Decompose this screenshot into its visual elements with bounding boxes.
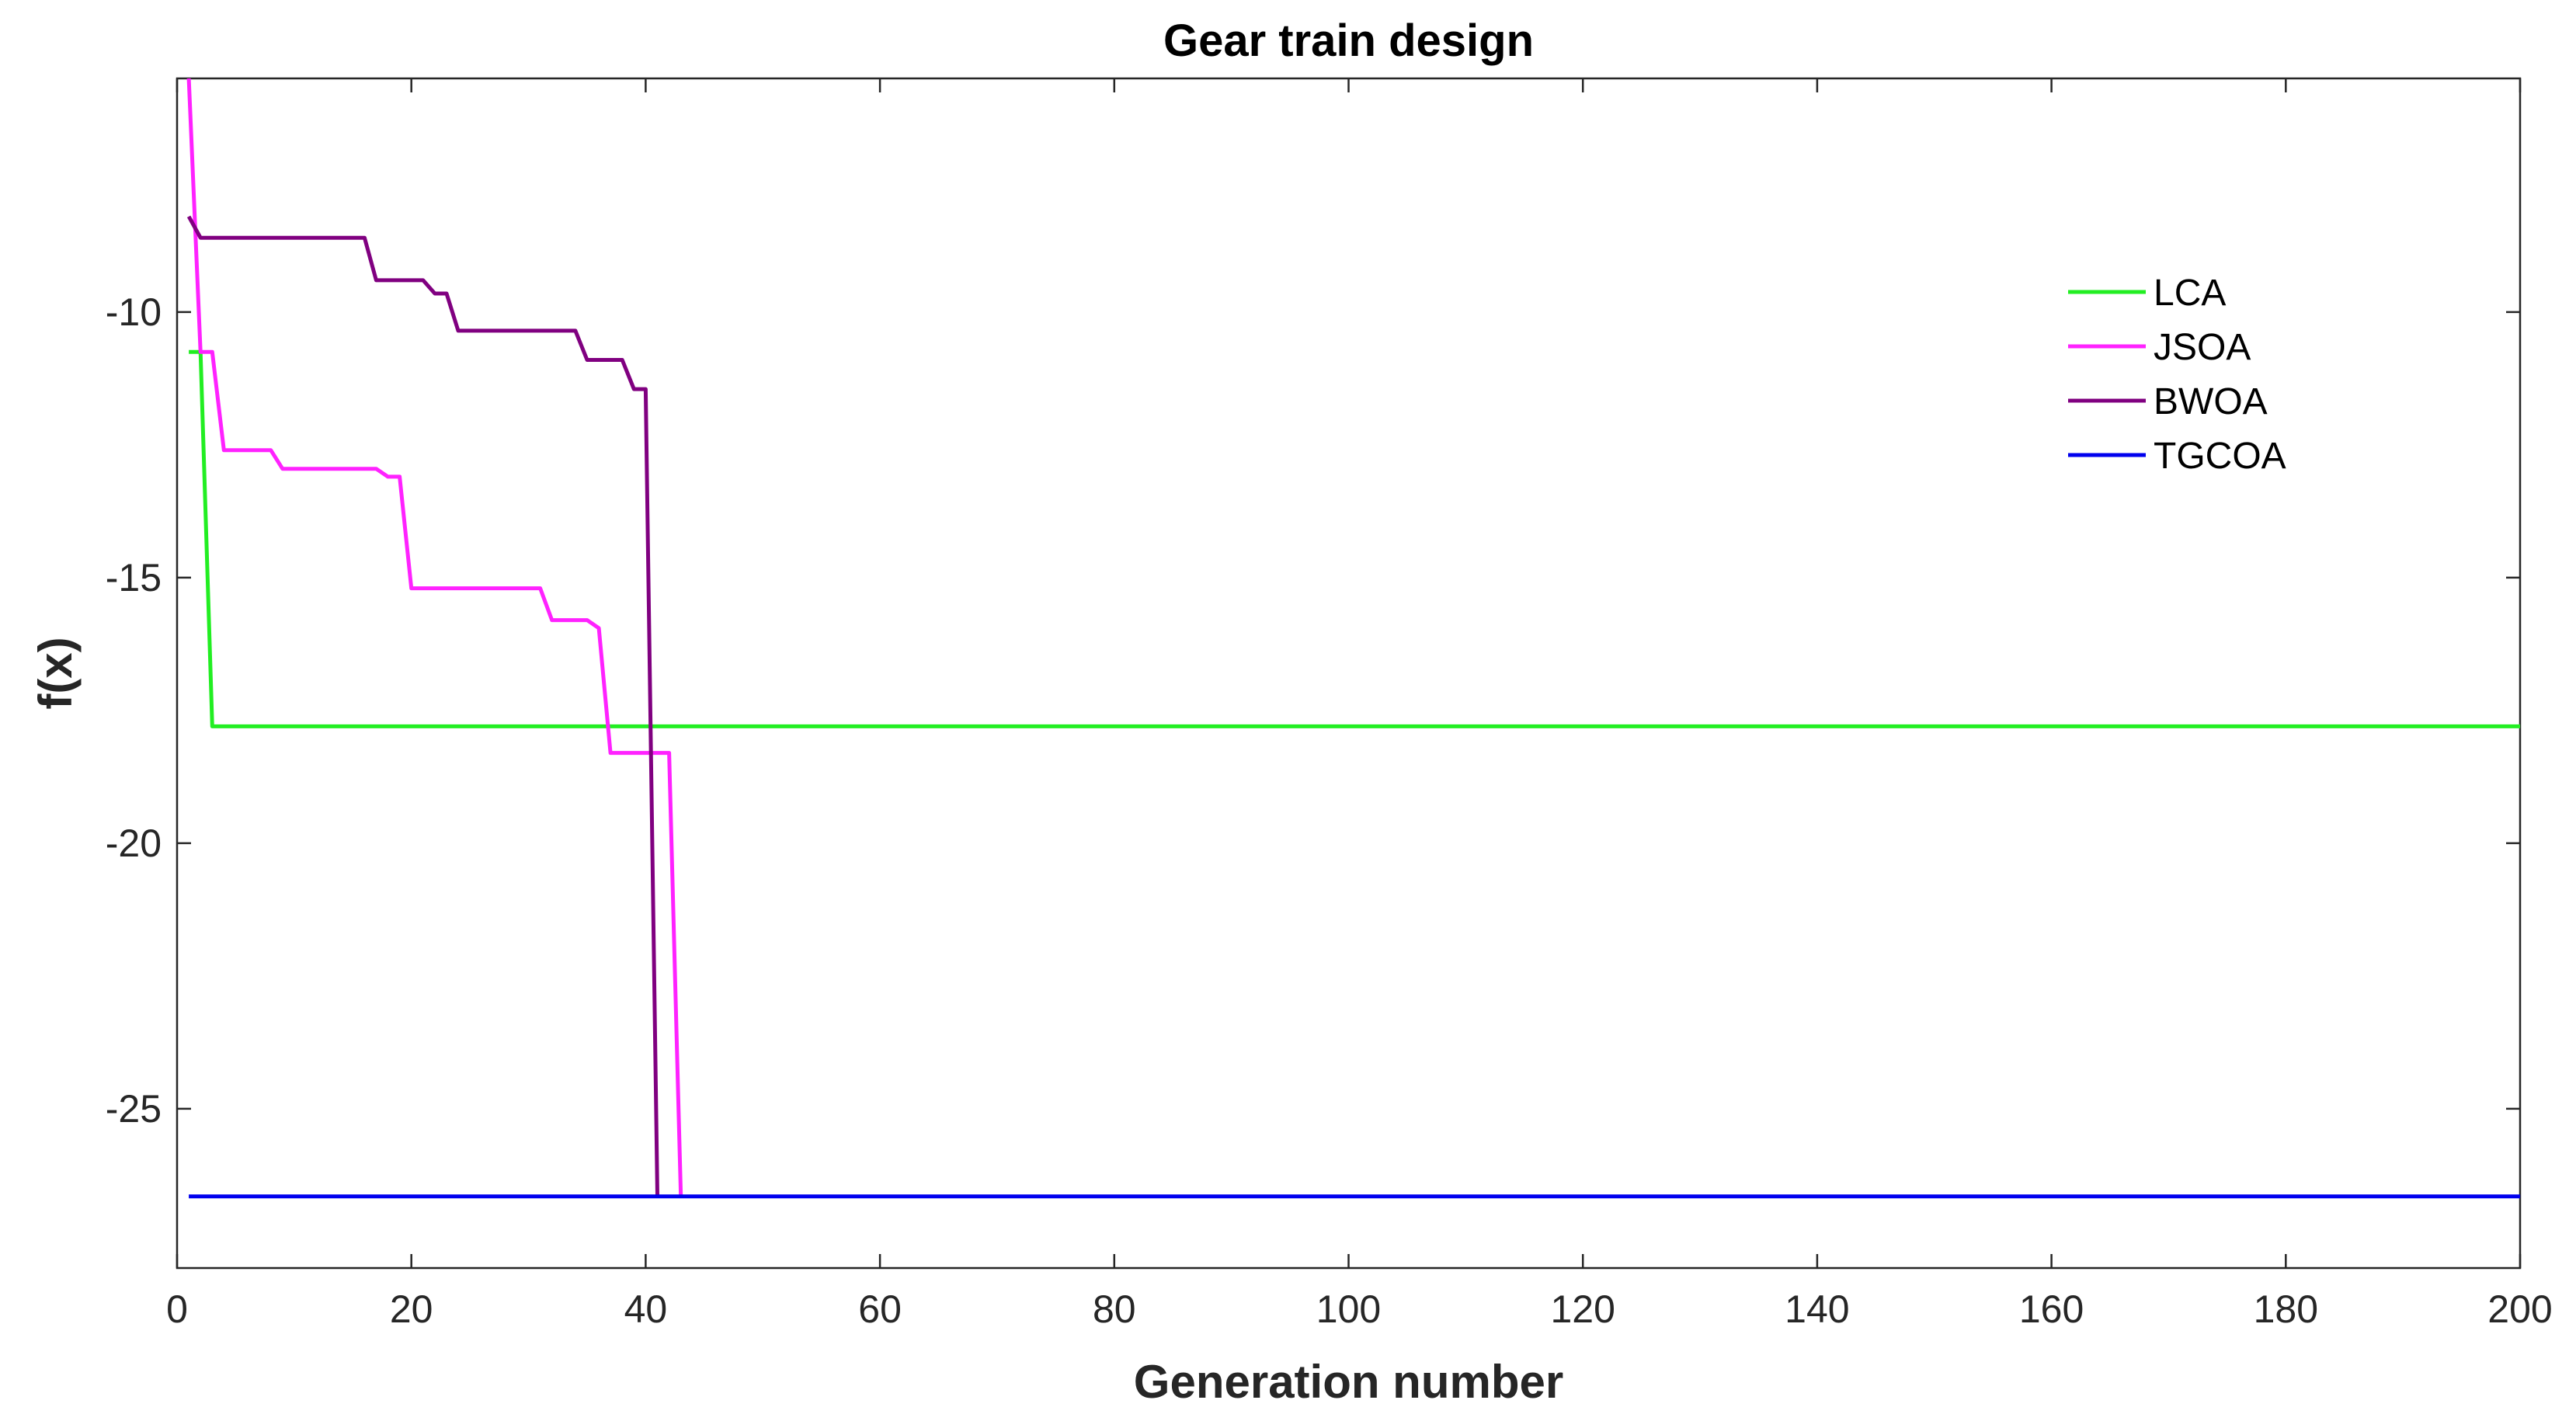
legend: LCA JSOA BWOA TGCOA — [2068, 273, 2286, 477]
x-tick-label: 0 — [166, 1287, 188, 1331]
x-tick-label: 200 — [2487, 1287, 2552, 1331]
plot-area — [176, 77, 2522, 1270]
x-tick-label: 40 — [624, 1287, 668, 1331]
series-line-lca — [189, 349, 2520, 728]
x-axis-label: Generation number — [1134, 1356, 1563, 1408]
y-tick-label: -20 — [106, 822, 162, 865]
chart-title: Gear train design — [1163, 16, 1534, 66]
x-tick-label: 180 — [2254, 1287, 2318, 1331]
series-layer — [186, 78, 2520, 1199]
legend-label-tgcoa: TGCOA — [2154, 436, 2286, 477]
plot-frame — [176, 77, 2522, 1270]
x-tick-label: 160 — [2019, 1287, 2084, 1331]
legend-label-lca: LCA — [2154, 273, 2226, 314]
x-tick-label: 140 — [1785, 1287, 1849, 1331]
y-tick-label: -15 — [106, 556, 162, 599]
x-tick-label: 120 — [1550, 1287, 1615, 1331]
x-tick-label: 20 — [390, 1287, 433, 1331]
legend-label-bwoa: BWOA — [2154, 381, 2268, 422]
y-tick-label: -25 — [106, 1087, 162, 1131]
x-tick-label: 60 — [858, 1287, 902, 1331]
series-line-bwoa — [186, 215, 659, 1197]
tick-layer: 0 20 40 60 80 100 120 140 160 180 200 -25 -20 -15 -10 — [106, 78, 2553, 1331]
x-tick-label: 80 — [1093, 1287, 1136, 1331]
series-line-jsoa — [186, 78, 683, 1197]
legend-label-jsoa: JSOA — [2154, 327, 2251, 368]
y-axis-label: f(x) — [30, 637, 82, 709]
y-tick-label: -10 — [106, 290, 162, 334]
x-tick-label: 100 — [1316, 1287, 1381, 1331]
